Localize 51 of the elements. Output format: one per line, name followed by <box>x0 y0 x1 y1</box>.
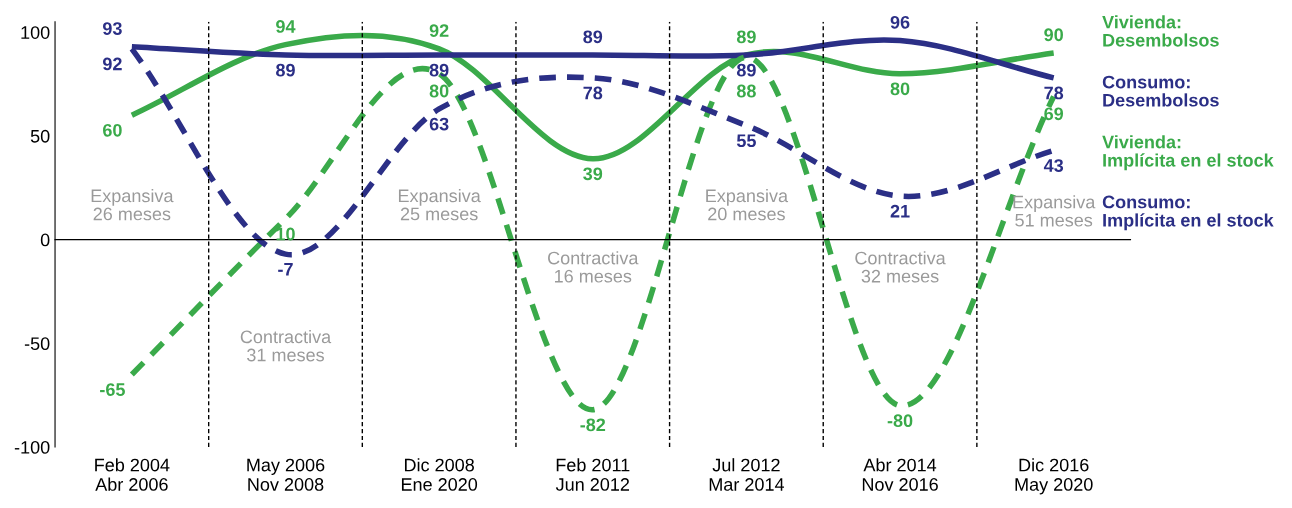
y-tick-label: -50 <box>24 337 50 351</box>
x-tick-label: Feb 2011 Jun 2012 <box>555 458 630 491</box>
data-label: 80 <box>429 84 449 98</box>
x-tick-label: Abr 2014 Nov 2016 <box>862 458 938 491</box>
data-label: 21 <box>890 204 910 218</box>
data-label: 94 <box>276 20 296 33</box>
annotation: Contractiva 32 meses <box>855 251 946 283</box>
y-tick-label: -100 <box>14 440 50 454</box>
data-label: 78 <box>583 86 603 100</box>
data-label: 63 <box>429 117 449 131</box>
y-tick-label: 50 <box>30 129 50 143</box>
data-label: -82 <box>580 418 606 432</box>
data-label: 89 <box>736 30 756 44</box>
data-label: -7 <box>278 263 293 276</box>
data-label: 92 <box>429 24 449 37</box>
annotation: Contractiva 31 meses <box>240 330 332 362</box>
data-label: 10 <box>276 227 295 241</box>
data-label: 89 <box>583 30 603 44</box>
x-tick-label: Dic 2016 May 2020 <box>1015 458 1093 495</box>
data-label: 80 <box>890 82 910 96</box>
data-label: -65 <box>100 383 125 396</box>
data-label: 89 <box>736 63 756 77</box>
annotation: Contractiva 16 meses <box>548 251 639 283</box>
y-tick-label: 100 <box>21 26 50 39</box>
data-label: 90 <box>1044 28 1063 42</box>
text: Vivienda: Implícita en el stock <box>1102 135 1274 171</box>
text: Consumo: Implícita en el stock <box>1102 195 1274 231</box>
data-label: 88 <box>736 84 756 98</box>
x-tick-label: Jul 2012 Mar 2014 <box>709 458 785 491</box>
data-label: 69 <box>1044 107 1064 121</box>
annotation: Expansiva 25 meses <box>398 188 481 221</box>
x-tick-label: Feb 2004 Abr 2006 <box>95 458 170 491</box>
annotation: Expansiva 26 meses <box>91 188 174 221</box>
annotation: Expansiva 51 meses <box>1013 195 1096 227</box>
data-label: 93 <box>103 22 122 35</box>
data-label: 78 <box>1044 86 1064 100</box>
data-label: 60 <box>103 123 122 137</box>
data-label: -80 <box>887 414 913 428</box>
data-label: 89 <box>429 63 449 77</box>
data-label: 96 <box>890 15 910 29</box>
data-label: 43 <box>1043 159 1064 172</box>
text: Consumo: Desembolsos <box>1102 75 1219 107</box>
annotation: Expansiva 20 meses <box>706 188 789 221</box>
x-tick-label: Dic 2008 Ene 2020 <box>401 458 478 491</box>
data-label: 89 <box>276 63 295 77</box>
x-tick-label: May 2006 Nov 2008 <box>247 458 325 491</box>
text: Vivienda: Desembolsos <box>1102 15 1219 47</box>
data-label: 92 <box>103 57 122 71</box>
data-label: 55 <box>736 134 756 148</box>
y-tick-label: 0 <box>40 233 50 247</box>
data-label: 39 <box>583 167 603 181</box>
